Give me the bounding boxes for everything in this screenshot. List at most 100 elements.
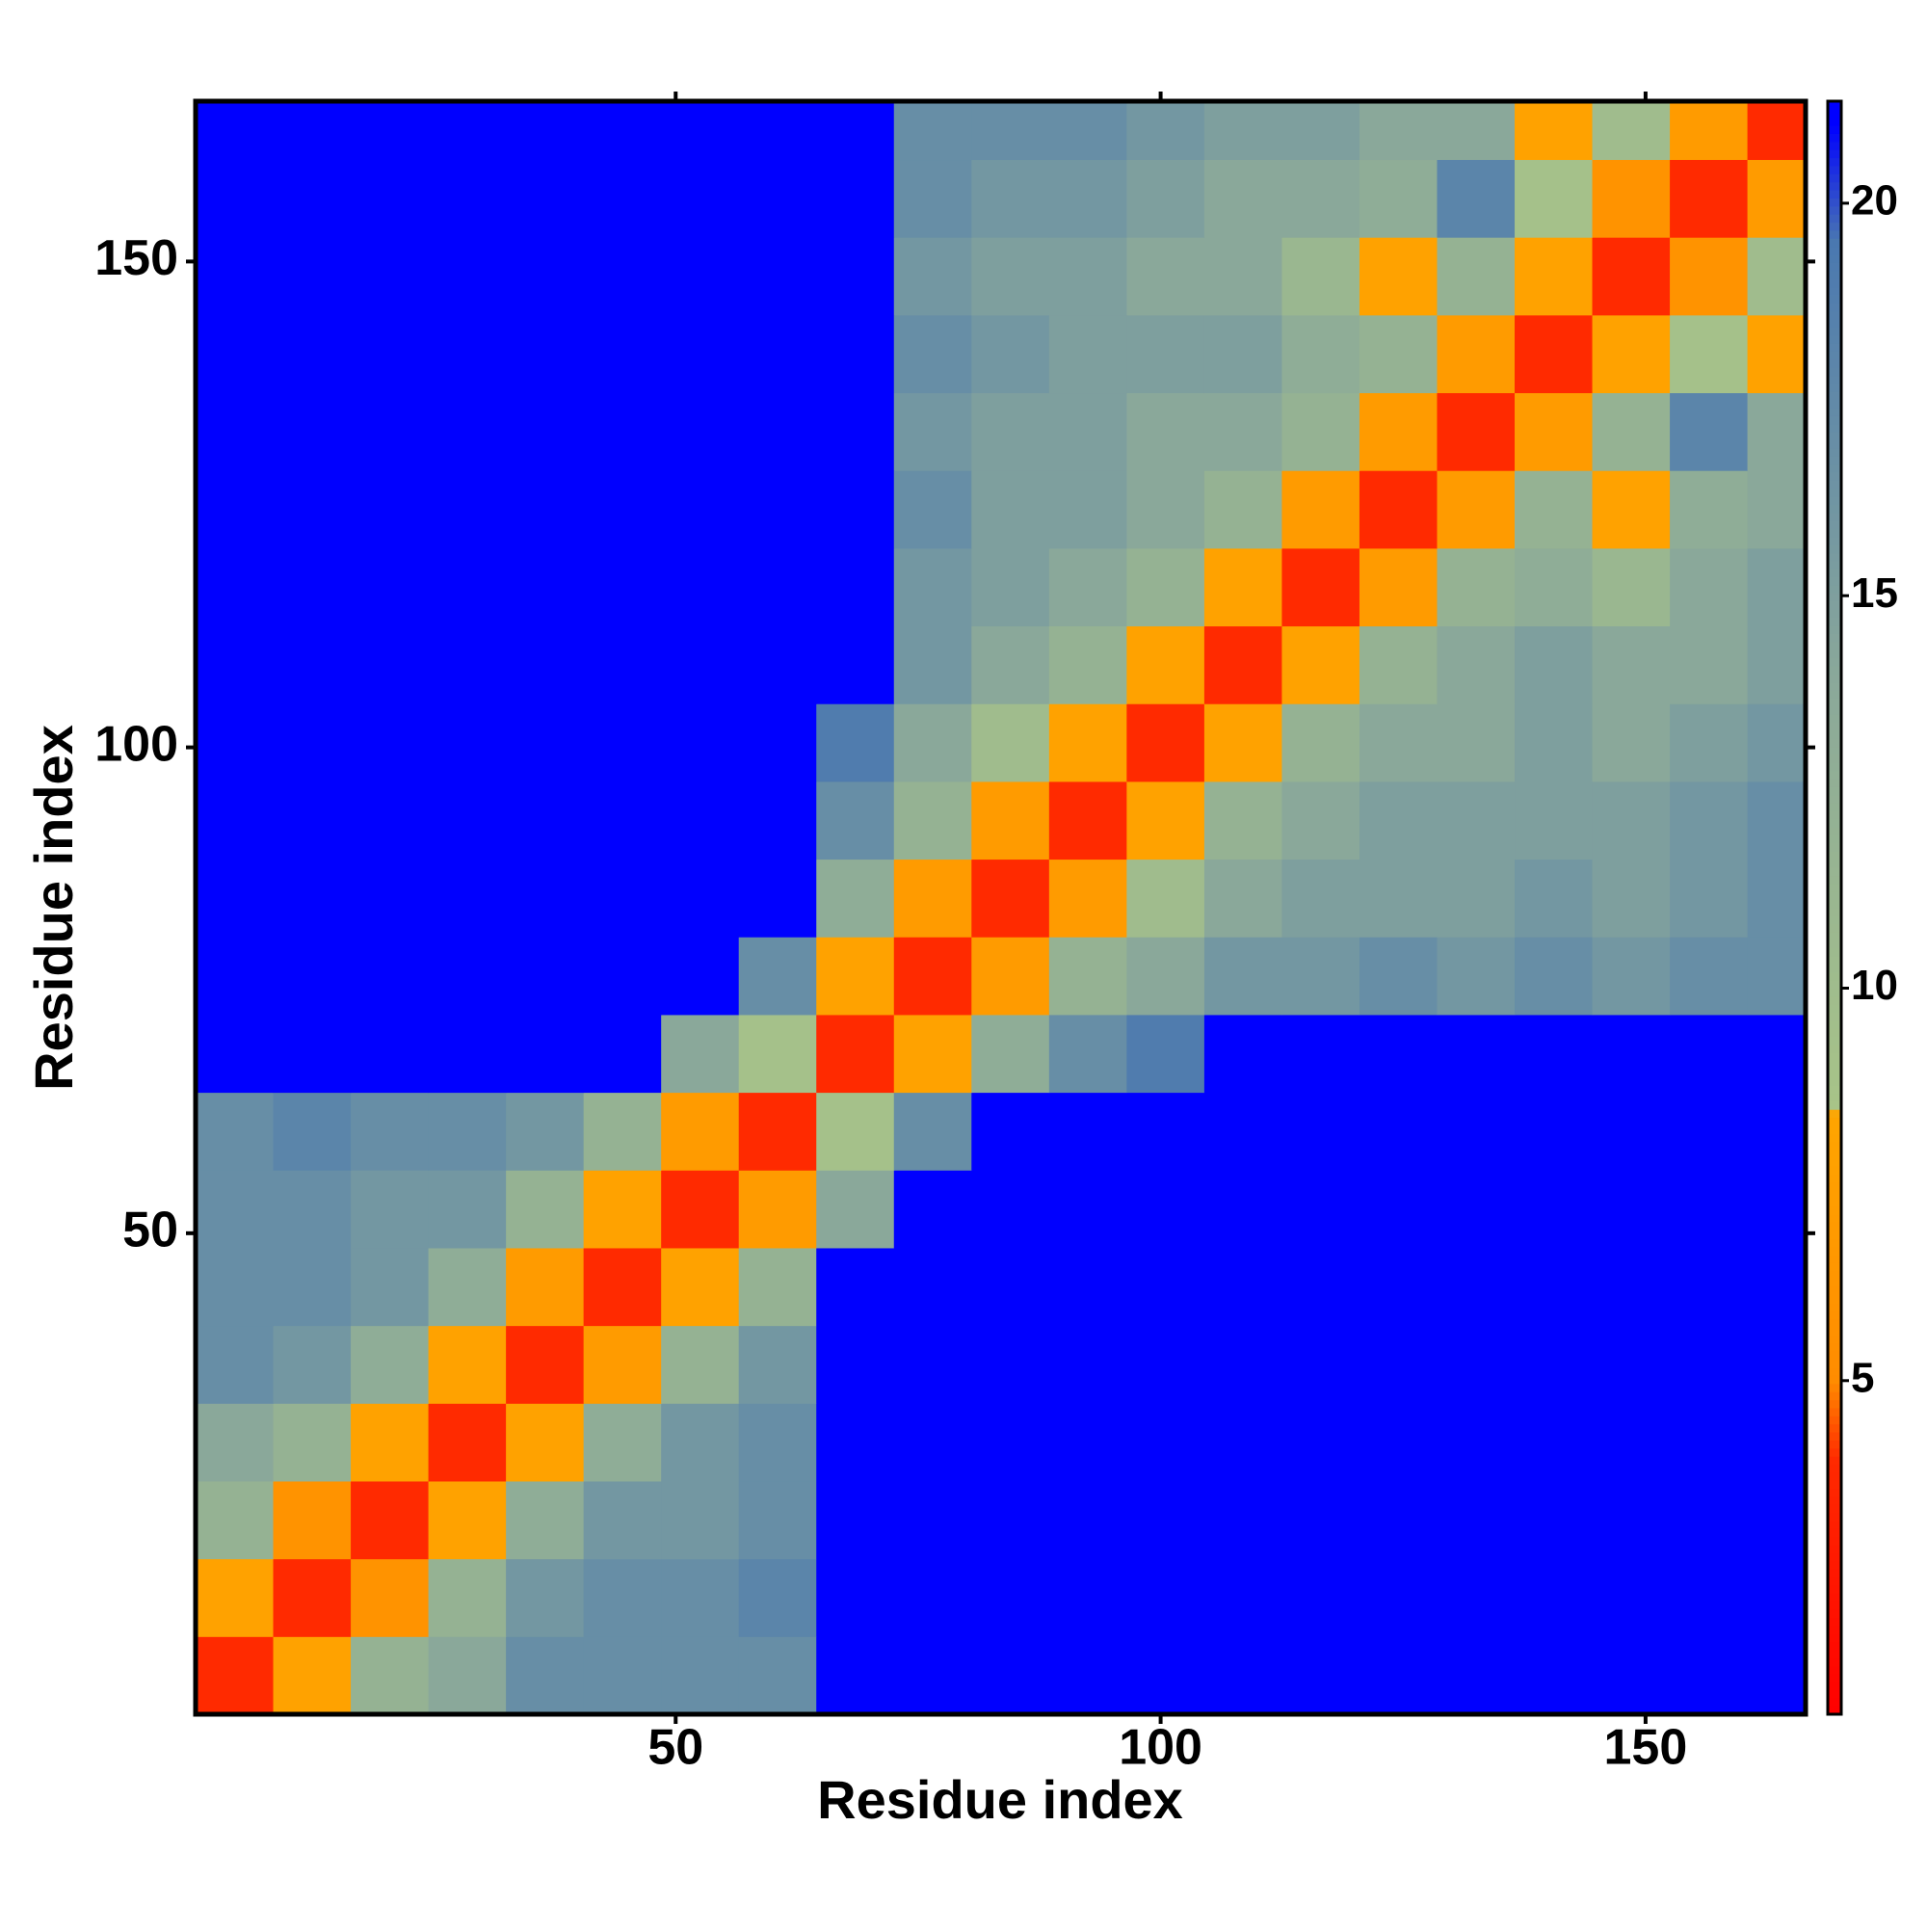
colorbar-segment xyxy=(1828,964,1841,973)
colorbar-segment xyxy=(1828,1141,1841,1151)
heatmap-cell xyxy=(351,781,430,860)
heatmap-cell xyxy=(1747,859,1807,938)
heatmap-cell xyxy=(196,314,275,394)
heatmap-cell xyxy=(816,1558,895,1637)
colorbar-segment xyxy=(1828,1205,1841,1215)
colorbar-segment xyxy=(1828,593,1841,602)
heatmap-cell xyxy=(1670,1170,1749,1249)
heatmap-cell xyxy=(816,1247,895,1327)
heatmap-cell xyxy=(1048,314,1127,394)
heatmap-cell xyxy=(196,1558,275,1637)
colorbar-segment xyxy=(1828,971,1841,981)
heatmap-cell xyxy=(351,1480,430,1560)
heatmap-cell xyxy=(1592,1325,1671,1404)
heatmap-cell xyxy=(583,859,662,938)
heatmap-cell xyxy=(1048,703,1127,782)
heatmap-cell xyxy=(1747,237,1807,316)
heatmap-cell xyxy=(1359,1247,1438,1327)
heatmap-cell xyxy=(1048,1636,1127,1715)
heatmap-cell xyxy=(1359,1403,1438,1482)
heatmap-cell xyxy=(583,314,662,394)
y-axis-label: Residue index xyxy=(23,725,84,1091)
heatmap-cell xyxy=(893,781,972,860)
heatmap-cell xyxy=(1126,237,1205,316)
heatmap-cell xyxy=(1048,937,1127,1016)
heatmap-cell xyxy=(1515,1247,1594,1327)
heatmap-cell xyxy=(661,1170,740,1249)
heatmap-cell xyxy=(428,314,507,394)
heatmap-cell xyxy=(1048,781,1127,860)
heatmap-cell xyxy=(971,314,1050,394)
heatmap-cell xyxy=(1747,1480,1807,1560)
colorbar-segment xyxy=(1828,1069,1841,1078)
heatmap-cell xyxy=(1048,1170,1127,1249)
heatmap-cell xyxy=(583,1014,662,1094)
heatmap-cell xyxy=(196,101,275,161)
heatmap-cell xyxy=(1437,1403,1516,1482)
colorbar-segment xyxy=(1828,117,1841,126)
heatmap-cell xyxy=(1747,1558,1807,1637)
heatmap-cell xyxy=(428,703,507,782)
heatmap-cell xyxy=(1747,1636,1807,1715)
heatmap-cell xyxy=(1281,1247,1360,1327)
heatmap-cell xyxy=(273,101,352,161)
colorbar-tick-label: 10 xyxy=(1851,962,1898,1009)
heatmap-cell xyxy=(1747,314,1807,394)
colorbar-segment xyxy=(1828,1456,1841,1466)
heatmap-cell xyxy=(661,1558,740,1637)
heatmap-cell xyxy=(196,1092,275,1171)
heatmap-cell xyxy=(273,159,352,238)
colorbar-segment xyxy=(1828,1036,1841,1045)
heatmap-cell xyxy=(1359,314,1438,394)
colorbar-segment xyxy=(1828,746,1841,755)
heatmap-cell xyxy=(428,470,507,549)
heatmap-cell xyxy=(1203,1403,1282,1482)
heatmap-cell xyxy=(1515,859,1594,938)
heatmap-cell xyxy=(1048,1480,1127,1560)
colorbar-segment xyxy=(1828,1528,1841,1538)
heatmap-cell xyxy=(506,101,585,161)
heatmap-cell xyxy=(816,1170,895,1249)
heatmap-cell xyxy=(273,392,352,471)
colorbar-segment xyxy=(1828,729,1841,739)
colorbar-segment xyxy=(1828,310,1841,320)
heatmap-cell xyxy=(1048,159,1127,238)
heatmap-cell xyxy=(196,1325,275,1404)
colorbar-segment xyxy=(1828,1222,1841,1231)
colorbar-segment xyxy=(1828,947,1841,957)
heatmap-cell xyxy=(971,1092,1050,1171)
heatmap-cell xyxy=(816,1636,895,1715)
heatmap-cell xyxy=(1592,1247,1671,1327)
heatmap-cell xyxy=(1359,1170,1438,1249)
heatmap-cell xyxy=(816,547,895,627)
heatmap-cell xyxy=(351,937,430,1016)
colorbar-segment xyxy=(1828,270,1841,279)
heatmap-cell xyxy=(273,1170,352,1249)
colorbar-segment xyxy=(1828,432,1841,441)
heatmap-cell xyxy=(1515,1480,1594,1560)
colorbar-segment xyxy=(1828,334,1841,344)
colorbar-segment xyxy=(1828,1198,1841,1207)
heatmap-cell xyxy=(1592,1480,1671,1560)
heatmap-cell xyxy=(1437,1325,1516,1404)
heatmap-cell xyxy=(661,1014,740,1094)
heatmap-cell xyxy=(1515,101,1594,161)
heatmap-cell xyxy=(1203,1092,1282,1171)
colorbar-segment xyxy=(1828,1085,1841,1095)
heatmap-cell xyxy=(1203,1170,1282,1249)
colorbar-segment xyxy=(1828,520,1841,530)
colorbar-segment xyxy=(1828,1617,1841,1627)
colorbar-segment xyxy=(1828,294,1841,304)
heatmap-cell xyxy=(351,314,430,394)
heatmap-cell xyxy=(1592,314,1671,394)
heatmap-cell xyxy=(893,1403,972,1482)
heatmap-cell xyxy=(196,1403,275,1482)
colorbar-segment xyxy=(1828,1689,1841,1699)
x-tick-label: 150 xyxy=(1604,1720,1688,1776)
heatmap-cell xyxy=(583,781,662,860)
heatmap-cell xyxy=(583,101,662,161)
colorbar-segment xyxy=(1828,1367,1841,1376)
heatmap-cell xyxy=(1126,392,1205,471)
heatmap-cell xyxy=(1203,1636,1282,1715)
heatmap-cell xyxy=(583,1480,662,1560)
